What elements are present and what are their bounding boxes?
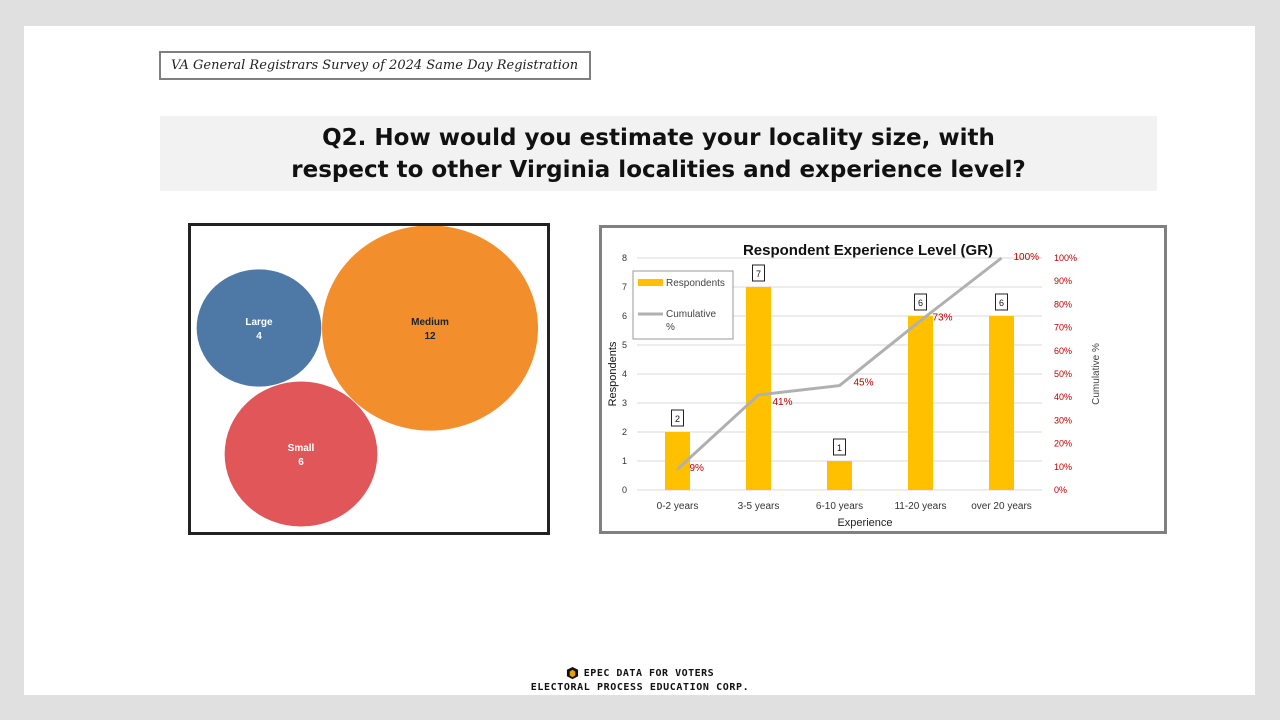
y2-axis-title: Cumulative % [1091, 343, 1102, 405]
y2-tick-label: 50% [1054, 369, 1072, 379]
legend-cumulative: Cumulative% [666, 309, 716, 333]
ballot-box-icon [566, 667, 578, 680]
bubble-small-label: Small [288, 443, 315, 454]
bubble-large-value: 4 [256, 331, 262, 342]
y2-tick-label: 30% [1054, 415, 1072, 425]
y2-tick-label: 80% [1054, 299, 1072, 309]
line-data-label: 9% [690, 463, 705, 474]
bar-data-label: 6 [999, 298, 1004, 308]
bubble-svg: Large 4 Medium 12 Small 6 [196, 226, 538, 527]
bar-label-box [914, 293, 927, 311]
question-title: Q2. How would you estimate your locality… [291, 124, 1026, 183]
x-tick-label: 11-20 years [894, 501, 946, 512]
cumulative-line [676, 256, 1003, 471]
y2-tick-label: 60% [1054, 346, 1072, 356]
bubble-medium-value: 12 [424, 331, 436, 342]
bar-label-box [995, 293, 1008, 311]
x-tick-label: 3-5 years [738, 501, 780, 512]
y-tick-label: 6 [622, 311, 627, 321]
legend-respondents: Respondents [666, 278, 725, 289]
y-tick-label: 2 [622, 427, 627, 437]
y2-tick-label: 70% [1054, 323, 1072, 333]
y-tick-label: 7 [622, 282, 627, 292]
bar-3 [827, 461, 852, 490]
y2-tick-label: 10% [1054, 462, 1072, 472]
line-data-label: 45% [854, 378, 874, 389]
x-axis-title: Experience [837, 517, 892, 529]
bar-svg: Respondent Experience Level (GR)01234567… [607, 242, 1102, 529]
bubble-medium [322, 226, 538, 431]
bubble-large-label: Large [245, 317, 273, 328]
y2-tick-label: 0% [1054, 485, 1067, 495]
bar-label-box [671, 409, 684, 427]
bubble-small [224, 381, 378, 527]
line-data-label: 73% [933, 313, 953, 324]
bar-2 [746, 287, 771, 490]
y-tick-label: 5 [622, 340, 627, 350]
bar-data-label: 6 [918, 298, 923, 308]
legend-bar-swatch [638, 279, 663, 286]
bar-data-label: 7 [756, 269, 761, 279]
line-data-label: 100% [1014, 252, 1040, 263]
bar-label-box [833, 438, 846, 456]
y2-tick-label: 20% [1054, 439, 1072, 449]
bar-data-label: 2 [675, 414, 680, 424]
bar-4 [908, 316, 933, 490]
bar-data-label: 1 [837, 443, 842, 453]
bubble-large [196, 269, 322, 387]
y-tick-label: 1 [622, 456, 627, 466]
survey-label: VA General Registrars Survey of 2024 Sam… [159, 51, 591, 80]
bar-label-box [752, 264, 765, 282]
legend: Respondents Cumulative% [632, 270, 734, 340]
y-axis-title: Respondents [607, 341, 619, 406]
x-tick-label: 0-2 years [657, 501, 699, 512]
bubble-small-value: 6 [298, 457, 304, 468]
line-data-label: 41% [773, 397, 793, 408]
y-tick-label: 0 [622, 485, 627, 495]
experience-chart: Respondent Experience Level (GR) 0 1 2 3 4 5 6 7… [599, 225, 1167, 534]
y2-tick-label: 90% [1054, 276, 1072, 286]
locality-size-bubble-chart: Large 4 Medium 12 Small 6 [188, 223, 550, 535]
footer-brand: EPEC DATA FOR VOTERS [0, 667, 1280, 680]
x-tick-label: over 20 years [971, 501, 1032, 512]
y2-tick-label: 100% [1054, 253, 1077, 263]
bar-5 [989, 316, 1014, 490]
y-tick-label: 8 [622, 253, 627, 263]
chart-title: Respondent Experience Level (GR) [743, 242, 993, 259]
footer: EPEC DATA FOR VOTERS ELECTORAL PROCESS E… [0, 667, 1280, 693]
bubble-medium-label: Medium [411, 317, 449, 328]
y2-tick-label: 40% [1054, 392, 1072, 402]
footer-brand-text: EPEC DATA FOR VOTERS [583, 668, 715, 679]
y-tick-label: 4 [622, 369, 627, 379]
x-tick-label: 6-10 years [816, 501, 863, 512]
y-tick-label: 3 [622, 398, 627, 408]
question-band: Q2. How would you estimate your locality… [160, 116, 1157, 191]
footer-corp: ELECTORAL PROCESS EDUCATION CORP. [530, 682, 750, 693]
